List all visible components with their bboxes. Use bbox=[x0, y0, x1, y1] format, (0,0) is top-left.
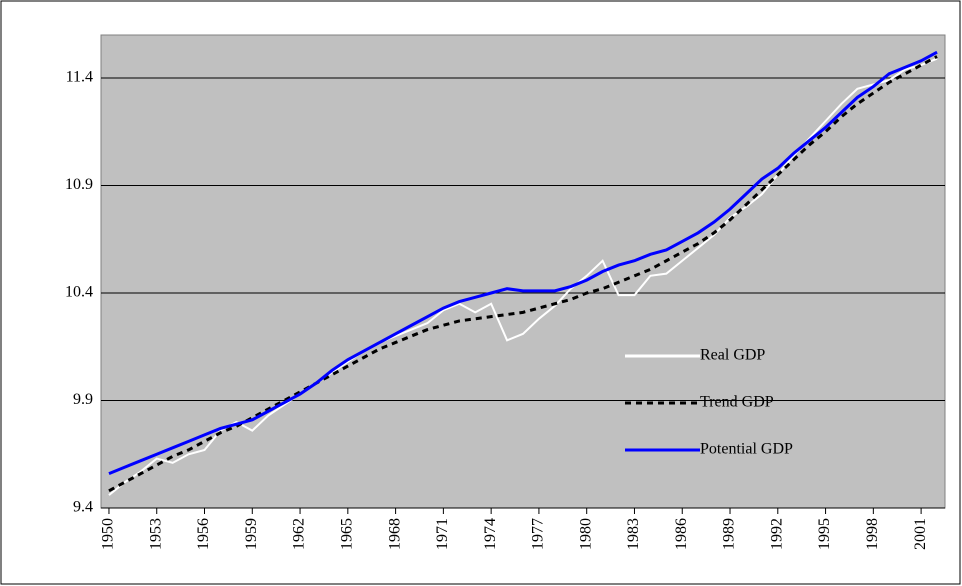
x-tick-label: 1959 bbox=[243, 518, 260, 550]
x-tick-label: 1974 bbox=[482, 518, 499, 550]
x-tick-label: 1998 bbox=[864, 518, 881, 550]
x-tick-label: 1962 bbox=[291, 518, 308, 550]
x-tick-label: 1971 bbox=[434, 518, 451, 550]
legend-label: Real GDP bbox=[700, 347, 765, 364]
x-tick-label: 1965 bbox=[339, 518, 356, 550]
y-tick-label: 9.4 bbox=[73, 499, 93, 516]
x-tick-label: 1995 bbox=[816, 518, 833, 550]
series-line bbox=[108, 50, 938, 475]
x-tick-label: 2001 bbox=[912, 518, 929, 550]
legend-label: Trend GDP bbox=[700, 394, 774, 411]
plot-area bbox=[100, 34, 946, 509]
x-tick-label: 1968 bbox=[386, 518, 403, 550]
x-tick-label: 1950 bbox=[100, 518, 117, 550]
y-tick-label: 9.9 bbox=[73, 391, 93, 408]
x-tick-label: 1977 bbox=[530, 518, 547, 550]
y-tick-label: 10.4 bbox=[65, 284, 93, 301]
x-tick-label: 1989 bbox=[721, 518, 738, 550]
x-tick-label: 1986 bbox=[673, 518, 690, 550]
x-tick-label: 1953 bbox=[147, 518, 164, 550]
x-tick-label: 1980 bbox=[577, 518, 594, 550]
legend-label: Potential GDP bbox=[700, 441, 793, 458]
x-tick-label: 1983 bbox=[625, 518, 642, 550]
x-tick-label: 1992 bbox=[768, 518, 785, 550]
y-tick-label: 10.9 bbox=[65, 176, 93, 193]
x-tick-label: 1956 bbox=[195, 518, 212, 550]
y-tick-label: 11.4 bbox=[66, 69, 93, 86]
